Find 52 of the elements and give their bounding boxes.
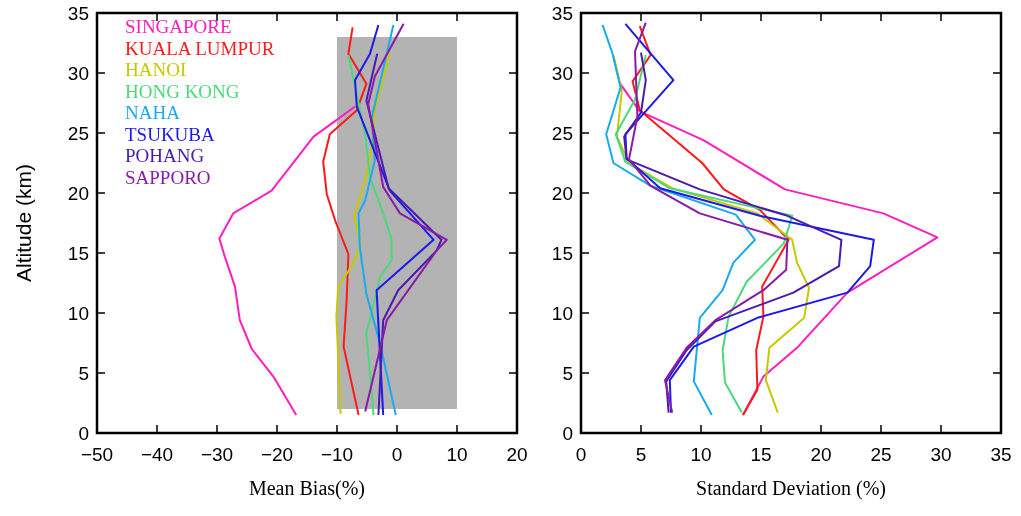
text: SINGAPORE: [125, 16, 232, 37]
line-series: [601, 24, 756, 416]
x-tick-label: −40: [140, 444, 174, 465]
line-series: [347, 54, 393, 416]
x-tick-label: −10: [320, 444, 354, 465]
line-series: [623, 51, 843, 414]
y-tick-label: 20: [67, 183, 89, 204]
x-tick-label: −50: [80, 444, 114, 465]
text: HANOI: [125, 59, 187, 80]
y-tick-label: 5: [562, 363, 573, 384]
y-tick-label: 0: [562, 423, 573, 444]
text: TSUKUBA: [125, 123, 216, 145]
y-tick-label: 30: [67, 63, 89, 84]
x-tick-label: −30: [200, 444, 234, 465]
text: POHANG: [125, 145, 205, 166]
y-tick-label: 15: [551, 243, 573, 264]
x-axis-title: Standard Deviation (%): [696, 477, 886, 500]
text: KUALA LUMPUR: [125, 37, 275, 59]
x-tick-label: 30: [930, 444, 952, 465]
y-tick-label: 35: [67, 3, 89, 24]
y-tick-label: 30: [551, 63, 573, 84]
x-tick-label: 25: [870, 444, 892, 465]
y-tick-label: 0: [78, 423, 89, 444]
line-series: [354, 24, 435, 416]
text: HONG KONG: [125, 80, 240, 102]
x-tick-label: −20: [260, 444, 294, 465]
y-axis-title: Altitude (km): [12, 164, 35, 282]
line-series: [624, 22, 875, 414]
line-series: [218, 105, 356, 416]
y-tick-label: 25: [67, 123, 89, 144]
x-tick-label: 35: [990, 444, 1012, 465]
y-tick-label: 10: [551, 303, 573, 324]
line-series: [357, 24, 397, 416]
y-tick-label: 5: [78, 363, 89, 384]
x-tick-label: 0: [391, 444, 403, 465]
text: SAPPORO: [125, 166, 211, 188]
y-tick-label: 25: [551, 123, 573, 144]
x-tick-label: 10: [690, 444, 712, 465]
x-tick-label: 20: [810, 444, 832, 465]
x-tick-label: 5: [635, 444, 647, 465]
x-tick-label: 20: [506, 444, 528, 465]
y-tick-label: 10: [67, 303, 89, 324]
y-tick-label: 15: [67, 243, 89, 264]
x-tick-label: 10: [446, 444, 468, 465]
y-tick-label: 20: [551, 183, 573, 204]
x-tick-label: 15: [750, 444, 772, 465]
x-axis-title: Mean Bias(%): [248, 477, 366, 500]
y-tick-label: 35: [551, 3, 573, 24]
line-series: [322, 26, 368, 416]
x-tick-label: 0: [575, 444, 587, 465]
line-series: [335, 52, 391, 415]
text: NAHA: [125, 102, 181, 123]
